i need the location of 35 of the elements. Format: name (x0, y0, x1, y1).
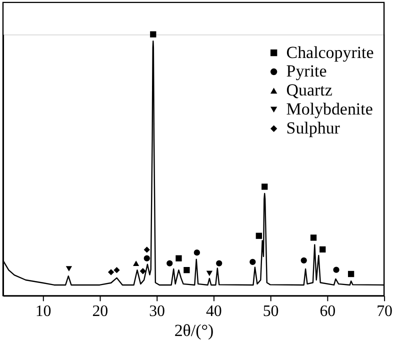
point (262, 184, 268, 190)
point (140, 268, 146, 274)
x-tick-label: 60 (320, 303, 336, 320)
point (108, 269, 114, 276)
point (166, 260, 173, 266)
point (348, 270, 354, 278)
legend-label: Chalcopyrite (286, 42, 374, 62)
legend-label: Sulphur (286, 118, 340, 138)
point (206, 270, 213, 276)
x-tick-label: 40 (206, 303, 222, 320)
x-tick-label: 70 (376, 303, 393, 320)
point (194, 249, 200, 256)
point (216, 260, 222, 266)
legend-label: Quartz (286, 80, 333, 100)
point (310, 234, 317, 241)
point (133, 260, 140, 266)
point (114, 267, 120, 274)
point (144, 255, 150, 262)
point (256, 232, 262, 239)
point (320, 246, 326, 253)
point (333, 266, 340, 273)
x-tick-label: 50 (262, 303, 279, 320)
point (144, 246, 150, 253)
point (66, 266, 72, 272)
x-tick-label: 10 (35, 303, 52, 320)
legend-label: Molybdenite (286, 100, 373, 119)
point (250, 258, 256, 266)
x-axis-title: 2θ/(°) (174, 321, 214, 340)
point (300, 257, 307, 264)
legend-label: Pyrite (286, 62, 327, 81)
x-tick-label: 20 (92, 303, 108, 320)
point (150, 31, 156, 38)
point (176, 255, 182, 262)
point (184, 267, 190, 274)
x-tick-label: 30 (149, 303, 166, 320)
